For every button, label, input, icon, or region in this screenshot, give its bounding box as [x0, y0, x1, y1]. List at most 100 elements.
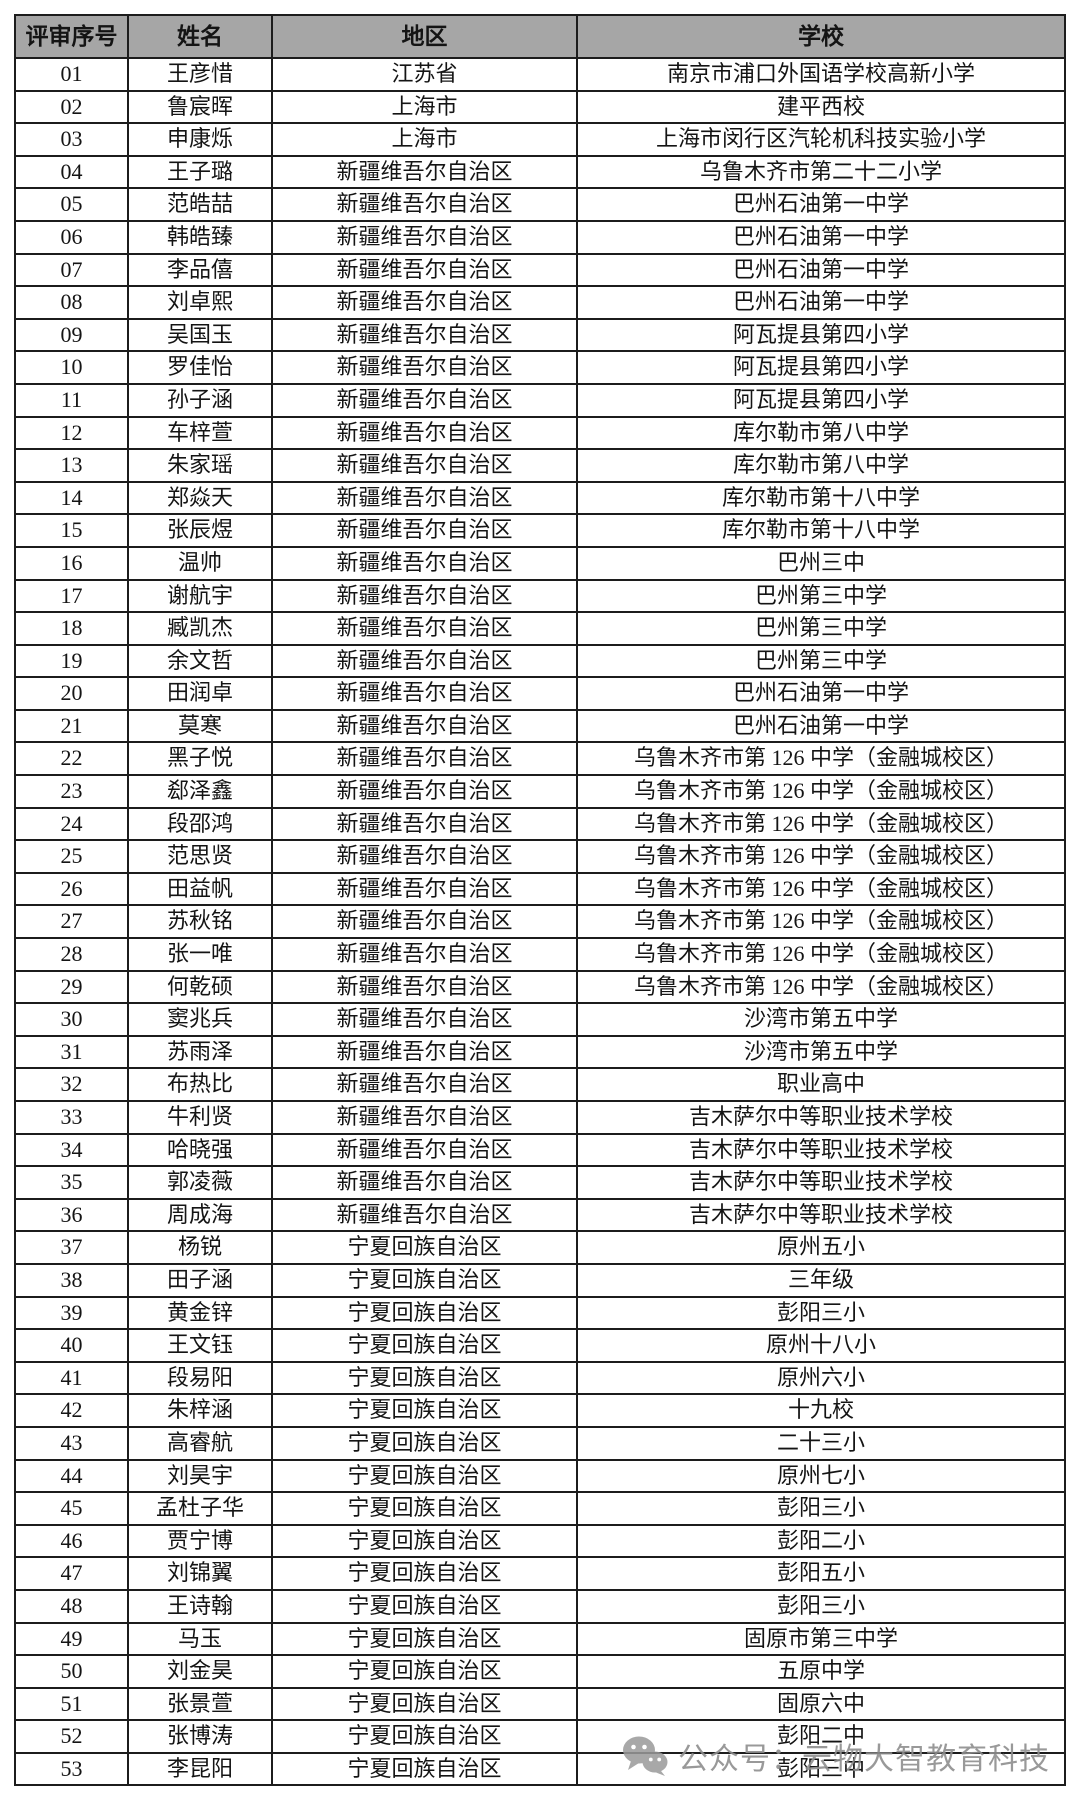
table-row: 09 吴国玉 新疆维吾尔自治区 阿瓦提县第四小学 — [14, 317, 1066, 353]
table-row: 28 张一唯 新疆维吾尔自治区 乌鲁木齐市第 126 中学（金融城校区） — [14, 937, 1066, 972]
table-row: 30 窦兆兵 新疆维吾尔自治区 沙湾市第五中学 — [14, 1002, 1066, 1037]
table-row: 44 刘昊宇 宁夏回族自治区 原州七小 — [14, 1458, 1066, 1494]
cell-school: 彭阳五小 — [576, 1556, 1066, 1591]
cell-review-no: 51 — [14, 1686, 129, 1722]
cell-name: 苏雨泽 — [127, 1034, 273, 1070]
cell-school: 乌鲁木齐市第 126 中学（金融城校区） — [576, 937, 1066, 972]
cell-name: 刘昊宇 — [127, 1458, 273, 1494]
cell-region: 宁夏回族自治区 — [271, 1556, 578, 1591]
cell-region: 宁夏回族自治区 — [271, 1360, 578, 1396]
cell-school: 吉木萨尔中等职业技术学校 — [576, 1197, 1066, 1233]
cell-school: 乌鲁木齐市第 126 中学（金融城校区） — [576, 904, 1066, 940]
cell-school: 彭阳三小 — [576, 1295, 1066, 1331]
cell-name: 刘锦翼 — [127, 1556, 273, 1591]
cell-review-no: 27 — [14, 904, 129, 940]
table-row: 48 王诗翰 宁夏回族自治区 彭阳三小 — [14, 1588, 1066, 1624]
cell-school: 阿瓦提县第四小学 — [576, 350, 1066, 385]
cell-name: 孙子涵 — [127, 382, 273, 418]
cell-review-no: 19 — [14, 643, 129, 679]
cell-name: 温帅 — [127, 545, 273, 581]
cell-review-no: 42 — [14, 1393, 129, 1428]
cell-region: 新疆维吾尔自治区 — [271, 350, 578, 385]
cell-name: 郄泽鑫 — [127, 774, 273, 809]
cell-school: 沙湾市第五中学 — [576, 1002, 1066, 1037]
cell-review-no: 31 — [14, 1034, 129, 1070]
cell-name: 杨锐 — [127, 1230, 273, 1265]
cell-school: 彭阳二中 — [576, 1719, 1066, 1754]
cell-region: 新疆维吾尔自治区 — [271, 154, 578, 190]
cell-school: 库尔勒市第八中学 — [576, 415, 1066, 451]
cell-region: 宁夏回族自治区 — [271, 1621, 578, 1657]
cell-review-no: 35 — [14, 1165, 129, 1200]
cell-name: 哈晓强 — [127, 1132, 273, 1168]
cell-name: 李昆阳 — [127, 1751, 273, 1787]
cell-school: 乌鲁木齐市第 126 中学（金融城校区） — [576, 741, 1066, 777]
table-row: 15 张辰煜 新疆维吾尔自治区 库尔勒市第十八中学 — [14, 513, 1066, 548]
table-row: 05 范皓喆 新疆维吾尔自治区 巴州石油第一中学 — [14, 187, 1066, 222]
cell-school: 库尔勒市第八中学 — [576, 448, 1066, 483]
cell-school: 巴州石油第一中学 — [576, 708, 1066, 744]
cell-school: 南京市浦口外国语学校高新小学 — [576, 57, 1066, 92]
table-row: 40 王文钰 宁夏回族自治区 原州十八小 — [14, 1328, 1066, 1363]
table-row: 43 高睿航 宁夏回族自治区 二十三小 — [14, 1425, 1066, 1461]
cell-school: 库尔勒市第十八中学 — [576, 480, 1066, 516]
cell-school: 阿瓦提县第四小学 — [576, 382, 1066, 418]
cell-review-no: 26 — [14, 871, 129, 907]
table-row: 42 朱梓涵 宁夏回族自治区 十九校 — [14, 1393, 1066, 1428]
table-row: 51 张景萱 宁夏回族自治区 固原六中 — [14, 1686, 1066, 1722]
table-row: 18 臧凯杰 新疆维吾尔自治区 巴州第三中学 — [14, 611, 1066, 646]
cell-name: 罗佳怡 — [127, 350, 273, 385]
review-table: 评审序号 姓名 地区 学校 01 王彦惜 江苏省 南京市浦口外国语学校高新小学 02 鲁宸… — [14, 14, 1066, 1787]
cell-region: 新疆维吾尔自治区 — [271, 969, 578, 1005]
cell-school: 乌鲁木齐市第 126 中学（金融城校区） — [576, 969, 1066, 1005]
cell-region: 新疆维吾尔自治区 — [271, 578, 578, 614]
cell-review-no: 20 — [14, 676, 129, 711]
cell-region: 新疆维吾尔自治区 — [271, 1197, 578, 1233]
cell-review-no: 18 — [14, 611, 129, 646]
cell-region: 新疆维吾尔自治区 — [271, 187, 578, 222]
cell-school: 吉木萨尔中等职业技术学校 — [576, 1100, 1066, 1135]
cell-review-no: 45 — [14, 1491, 129, 1526]
cell-review-no: 10 — [14, 350, 129, 385]
cell-name: 申康烁 — [127, 122, 273, 157]
cell-name: 张一唯 — [127, 937, 273, 972]
cell-review-no: 06 — [14, 219, 129, 255]
cell-name: 张辰煜 — [127, 513, 273, 548]
table-row: 11 孙子涵 新疆维吾尔自治区 阿瓦提县第四小学 — [14, 382, 1066, 418]
cell-region: 新疆维吾尔自治区 — [271, 774, 578, 809]
cell-school: 原州五小 — [576, 1230, 1066, 1265]
cell-review-no: 28 — [14, 937, 129, 972]
cell-name: 布热比 — [127, 1067, 273, 1102]
table-row: 01 王彦惜 江苏省 南京市浦口外国语学校高新小学 — [14, 57, 1066, 92]
cell-review-no: 39 — [14, 1295, 129, 1331]
cell-review-no: 33 — [14, 1100, 129, 1135]
cell-region: 新疆维吾尔自治区 — [271, 937, 578, 972]
table-row: 07 李品僖 新疆维吾尔自治区 巴州石油第一中学 — [14, 252, 1066, 288]
table-row: 47 刘锦翼 宁夏回族自治区 彭阳五小 — [14, 1556, 1066, 1591]
cell-region: 新疆维吾尔自治区 — [271, 448, 578, 483]
cell-review-no: 49 — [14, 1621, 129, 1657]
table-row: 46 贾宁博 宁夏回族自治区 彭阳二小 — [14, 1523, 1066, 1559]
table-row: 04 王子璐 新疆维吾尔自治区 乌鲁木齐市第二十二小学 — [14, 154, 1066, 190]
cell-review-no: 24 — [14, 806, 129, 842]
cell-name: 马玉 — [127, 1621, 273, 1657]
cell-region: 宁夏回族自治区 — [271, 1458, 578, 1494]
table-row: 35 郭凌薇 新疆维吾尔自治区 吉木萨尔中等职业技术学校 — [14, 1165, 1066, 1200]
cell-name: 孟杜子华 — [127, 1491, 273, 1526]
cell-review-no: 43 — [14, 1425, 129, 1461]
cell-school: 巴州石油第一中学 — [576, 285, 1066, 320]
cell-school: 固原市第三中学 — [576, 1621, 1066, 1657]
cell-review-no: 05 — [14, 187, 129, 222]
cell-name: 王子璐 — [127, 154, 273, 190]
cell-school: 库尔勒市第十八中学 — [576, 513, 1066, 548]
header-review-no: 评审序号 — [14, 14, 129, 59]
cell-region: 宁夏回族自治区 — [271, 1588, 578, 1624]
table-row: 22 黑子悦 新疆维吾尔自治区 乌鲁木齐市第 126 中学（金融城校区） — [14, 741, 1066, 777]
table-row: 26 田益帆 新疆维吾尔自治区 乌鲁木齐市第 126 中学（金融城校区） — [14, 871, 1066, 907]
cell-school: 乌鲁木齐市第 126 中学（金融城校区） — [576, 774, 1066, 809]
cell-school: 职业高中 — [576, 1067, 1066, 1102]
table-row: 24 段邵鸿 新疆维吾尔自治区 乌鲁木齐市第 126 中学（金融城校区） — [14, 806, 1066, 842]
cell-name: 张博涛 — [127, 1719, 273, 1754]
cell-region: 新疆维吾尔自治区 — [271, 611, 578, 646]
cell-school: 巴州三中 — [576, 545, 1066, 581]
